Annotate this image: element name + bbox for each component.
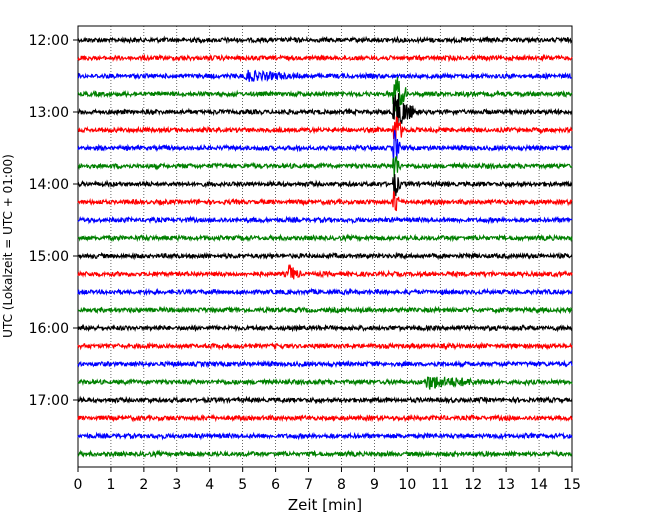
x-tick-label: 1 (106, 477, 115, 493)
trace-1345 (77, 155, 573, 178)
y-tick-label: 14:00 (29, 177, 69, 193)
trace-1445 (77, 233, 573, 243)
x-tick-label: 15 (563, 477, 581, 493)
trace-1215 (77, 53, 573, 63)
x-tick-label: 14 (530, 477, 548, 493)
y-tick-label: 13:00 (29, 105, 69, 121)
x-tick-label: 5 (238, 477, 247, 493)
x-tick-label: 2 (139, 477, 148, 493)
plot-frame (77, 25, 573, 468)
trace-1600 (77, 323, 573, 333)
trace-1230 (77, 69, 573, 83)
trace-1200 (77, 35, 573, 45)
trace-1400 (77, 173, 573, 199)
trace-1615 (77, 341, 573, 351)
x-tick-label: 10 (398, 477, 416, 493)
x-tick-label: 4 (205, 477, 214, 493)
y-tick-label: 16:00 (29, 321, 69, 337)
y-axis: 12:00 13:00 14:00 15:00 16:00 17:00 (29, 33, 78, 409)
x-tick-label: 12 (464, 477, 482, 493)
trace-1745 (77, 449, 573, 459)
trace-1700 (77, 395, 573, 405)
trace-1730 (77, 431, 573, 441)
x-tick-label: 11 (431, 477, 449, 493)
x-tick-label: 6 (271, 477, 280, 493)
trace-1300 (77, 93, 573, 128)
trace-1245 (77, 76, 573, 112)
trace-1715 (77, 413, 573, 423)
y-tick-label: 12:00 (29, 33, 69, 49)
x-tick-label: 13 (497, 477, 515, 493)
x-tick-label: 7 (304, 477, 313, 493)
trace-1630 (77, 359, 573, 369)
x-tick-label: 8 (337, 477, 346, 493)
trace-1415 (77, 191, 573, 212)
x-tick-label: 9 (370, 477, 379, 493)
y-axis-label: UTC (Lokalzeit = UTC + 01:00) (1, 154, 15, 338)
trace-1500 (77, 251, 573, 261)
trace-group (77, 35, 573, 459)
x-tick-label: 0 (74, 477, 83, 493)
trace-1545 (77, 305, 573, 315)
trace-1530 (77, 287, 573, 297)
x-tick-label: 3 (172, 477, 181, 493)
trace-1645 (77, 376, 573, 390)
y-tick-label: 15:00 (29, 249, 69, 265)
trace-1315 (77, 116, 573, 142)
trace-1515 (77, 264, 573, 280)
x-axis: 0 1 2 3 4 5 6 7 8 9 10 11 12 13 14 15 (74, 467, 581, 493)
x-axis-label: Zeit [min] (288, 496, 362, 514)
trace-1330 (77, 130, 573, 163)
trace-1430 (77, 215, 573, 225)
y-tick-label: 17:00 (29, 393, 69, 409)
